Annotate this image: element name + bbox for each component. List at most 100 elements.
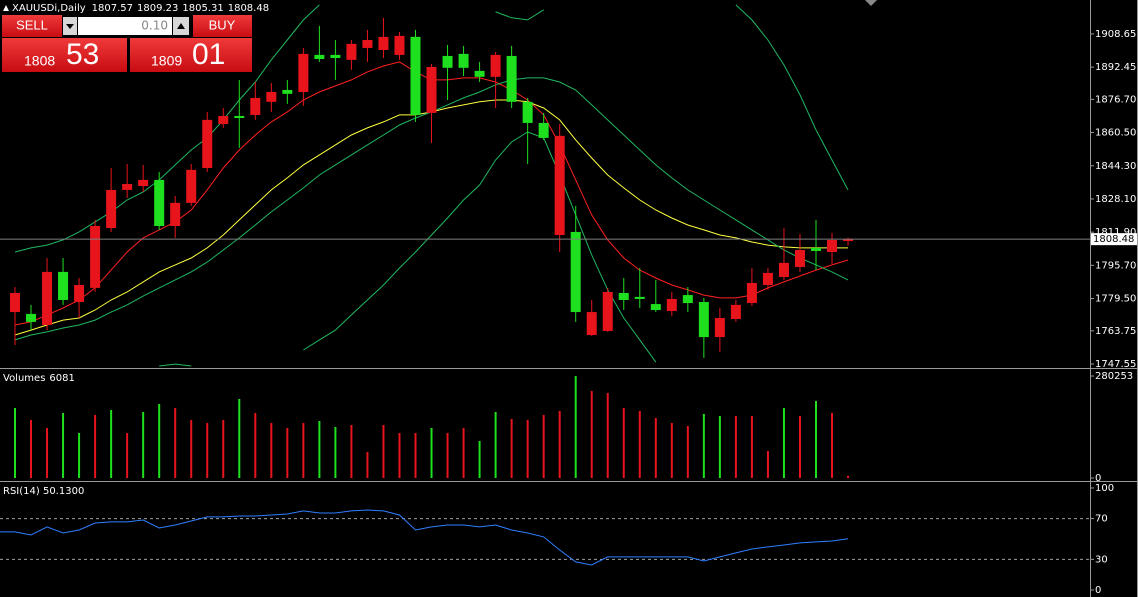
volume-bar: [734, 415, 737, 478]
candle-body: [218, 115, 229, 124]
volume-panel-label: Volumes 6081: [3, 373, 75, 384]
candle-body: [586, 312, 597, 336]
bid-price-box: [1091, 233, 1137, 246]
y-tick-label: 1844.30: [1095, 161, 1136, 172]
candle-body: [26, 313, 37, 322]
volume-bar: [238, 398, 241, 478]
bid-price-label: 1808.48: [1093, 234, 1134, 245]
volume-value[interactable]: 0.10: [141, 19, 168, 33]
volume-bar: [670, 422, 673, 478]
candle-body: [186, 169, 197, 203]
volume-bar: [494, 412, 497, 478]
y-tick-label: 1892.45: [1095, 62, 1136, 73]
buy-price-main[interactable]: 1809: [151, 53, 182, 69]
candle-body: [618, 293, 629, 300]
candle-body: [827, 239, 838, 253]
candle-body: [650, 304, 661, 311]
candle-body: [122, 184, 133, 190]
volume-input[interactable]: [78, 17, 172, 35]
volume-bar: [350, 425, 353, 478]
y-tick-label: 1908.65: [1095, 29, 1136, 40]
sell-price-main[interactable]: 1808: [24, 53, 55, 69]
buy-button[interactable]: [193, 15, 252, 37]
candle-body: [314, 54, 325, 60]
price-plot: [10, 4, 854, 367]
header-low: 1805.31: [182, 3, 223, 14]
candle-body: [698, 302, 709, 338]
chart-header: XAUUSDi,Daily 1807.57 1809.23 1805.31 1808.4…: [12, 3, 269, 14]
volume-bar: [782, 408, 785, 478]
volume-bar: [622, 408, 625, 478]
volume-bar: [638, 410, 641, 478]
candle-body: [762, 272, 773, 286]
collapse-icon[interactable]: [3, 5, 9, 11]
buy-price-box[interactable]: [130, 38, 252, 72]
candle-body: [602, 291, 613, 331]
candle-body: [394, 35, 405, 55]
sell-price-box[interactable]: [2, 38, 127, 72]
candle-body: [346, 43, 357, 60]
sell-button[interactable]: [2, 15, 62, 37]
volume-bar: [478, 440, 481, 478]
header-close: 1808.48: [228, 3, 269, 14]
volume-bar: [334, 427, 337, 478]
buy-price-pips[interactable]: 01: [192, 38, 225, 71]
candle-body: [90, 226, 101, 288]
y-tick-label: 100: [1095, 483, 1114, 494]
volume-bar: [590, 391, 593, 478]
candle-body: [330, 54, 341, 58]
candle-body: [410, 36, 421, 115]
volume-bar: [46, 427, 49, 478]
volume-bar: [254, 412, 257, 478]
candle-body: [843, 239, 854, 242]
header-open: 1807.57: [92, 3, 133, 14]
y-tick-label: 1795.70: [1095, 260, 1136, 271]
candle-body: [746, 282, 757, 304]
candle-body: [474, 70, 485, 77]
y-tick-label: 1811.90: [1095, 227, 1136, 238]
candle-body: [666, 298, 677, 312]
y-tick-label: 1779.50: [1095, 294, 1136, 305]
volume-bar: [14, 408, 16, 478]
volume-bar: [110, 410, 113, 478]
candle-body: [794, 249, 805, 267]
indicator-line: [159, 131, 657, 367]
layers: 1908.65 1892.45 1876.70 1860.50 1844.30 1828.…: [0, 4, 1137, 596]
buy-label[interactable]: BUY: [209, 17, 236, 32]
candle-body: [138, 179, 149, 187]
volume-bar: [510, 418, 513, 478]
y-tick-label: 1876.70: [1095, 94, 1136, 105]
volume-bar: [750, 415, 753, 478]
y-tick-label: 0: [1095, 585, 1101, 596]
volume-bar: [302, 422, 305, 478]
volume-bar: [766, 450, 769, 478]
sell-price-pips[interactable]: 53: [66, 38, 99, 71]
volume-bar: [654, 417, 657, 478]
candle-body: [298, 53, 309, 92]
volume-bar: [222, 419, 225, 478]
volume-bar: [174, 408, 177, 478]
candle-body: [106, 189, 117, 229]
candle-body: [811, 247, 821, 252]
y-tick-label: 70: [1095, 514, 1108, 525]
candle-body: [554, 135, 565, 236]
y-tick-label: 280253: [1095, 371, 1133, 382]
spinner-arrow: [177, 23, 185, 29]
candle-body: [58, 271, 69, 300]
sell-label[interactable]: SELL: [16, 17, 48, 32]
candle-body: [234, 115, 245, 119]
candle-body: [154, 179, 165, 227]
volume-bar: [462, 427, 465, 478]
candle-body: [266, 92, 277, 102]
volume-bar: [542, 414, 545, 478]
volume-bar: [382, 425, 385, 478]
volume-bar: [446, 433, 449, 478]
candle-body: [362, 39, 373, 48]
volume-bar: [702, 414, 705, 478]
volume-bar: [30, 419, 33, 478]
rsi-panel-label: RSI(14) 50.1300: [3, 486, 84, 497]
candle-body: [170, 202, 181, 227]
candle-body: [74, 285, 85, 303]
volume-bar: [847, 475, 850, 478]
